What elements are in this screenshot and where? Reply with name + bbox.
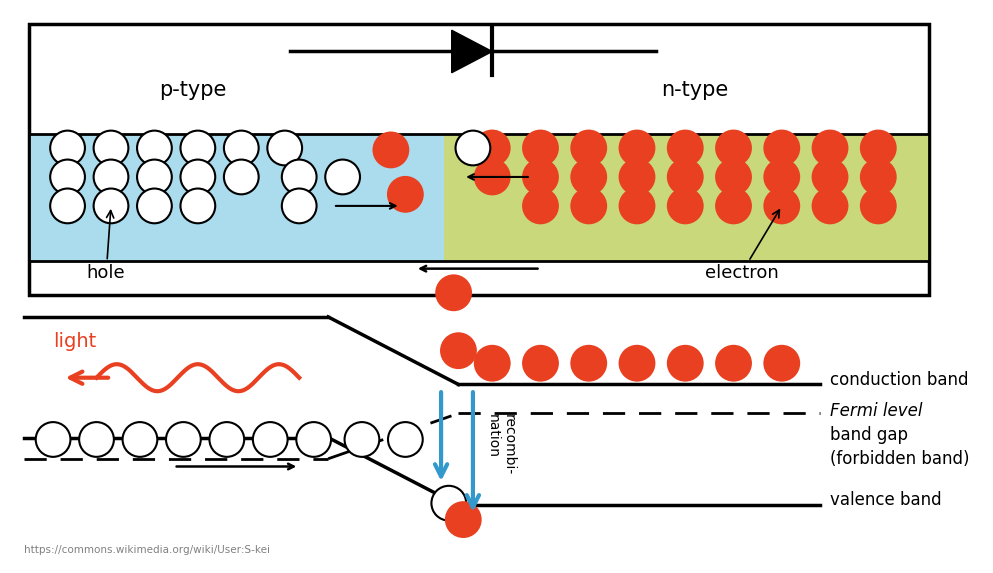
Circle shape: [223, 160, 258, 194]
Text: valence band: valence band: [830, 491, 941, 509]
Bar: [29, 25, 929, 295]
Circle shape: [523, 160, 558, 194]
Circle shape: [571, 189, 606, 223]
Circle shape: [812, 131, 847, 166]
Text: hole: hole: [86, 210, 125, 282]
Circle shape: [388, 422, 423, 457]
Circle shape: [620, 346, 654, 380]
Circle shape: [436, 276, 471, 310]
Circle shape: [475, 160, 509, 194]
Circle shape: [668, 189, 703, 223]
Circle shape: [267, 131, 302, 166]
Circle shape: [373, 132, 408, 167]
Circle shape: [93, 189, 128, 223]
Text: https://commons.wikimedia.org/wiki/User:S-kei: https://commons.wikimedia.org/wiki/User:…: [24, 545, 270, 555]
Circle shape: [181, 131, 215, 166]
Circle shape: [79, 422, 114, 457]
Circle shape: [93, 160, 128, 194]
Circle shape: [51, 160, 85, 194]
Text: electron: electron: [705, 210, 780, 282]
Circle shape: [137, 160, 172, 194]
Circle shape: [181, 160, 215, 194]
Circle shape: [765, 160, 799, 194]
Circle shape: [456, 131, 491, 166]
Circle shape: [812, 160, 847, 194]
Circle shape: [36, 422, 71, 457]
Circle shape: [668, 346, 703, 380]
Circle shape: [861, 160, 896, 194]
Circle shape: [166, 422, 201, 457]
Circle shape: [388, 177, 423, 211]
Circle shape: [716, 189, 751, 223]
Text: p-type: p-type: [159, 80, 226, 100]
Circle shape: [475, 346, 509, 380]
Text: conduction band: conduction band: [830, 371, 968, 388]
Circle shape: [431, 486, 466, 520]
Bar: [29, 134, 444, 261]
Circle shape: [668, 131, 703, 166]
Circle shape: [716, 160, 751, 194]
Circle shape: [446, 502, 481, 537]
Circle shape: [716, 346, 751, 380]
Circle shape: [51, 189, 85, 223]
Circle shape: [861, 189, 896, 223]
Circle shape: [571, 131, 606, 166]
Circle shape: [523, 189, 558, 223]
Circle shape: [223, 131, 258, 166]
Circle shape: [812, 189, 847, 223]
Circle shape: [441, 333, 476, 368]
Circle shape: [93, 131, 128, 166]
Circle shape: [620, 131, 654, 166]
Circle shape: [210, 422, 244, 457]
Circle shape: [137, 131, 172, 166]
Circle shape: [571, 346, 606, 380]
Circle shape: [523, 131, 558, 166]
Circle shape: [51, 131, 85, 166]
Text: Fermi level: Fermi level: [830, 402, 922, 419]
Circle shape: [296, 422, 331, 457]
Circle shape: [668, 160, 703, 194]
Circle shape: [345, 422, 379, 457]
Polygon shape: [452, 30, 493, 73]
Circle shape: [571, 160, 606, 194]
Circle shape: [620, 160, 654, 194]
Text: light: light: [53, 332, 96, 351]
Circle shape: [523, 346, 558, 380]
Circle shape: [122, 422, 157, 457]
Circle shape: [475, 131, 509, 166]
Circle shape: [326, 160, 360, 194]
Circle shape: [253, 422, 288, 457]
Circle shape: [181, 189, 215, 223]
Circle shape: [765, 346, 799, 380]
Text: band gap: band gap: [830, 426, 908, 444]
Bar: [444, 134, 929, 261]
Text: n-type: n-type: [661, 80, 729, 100]
Circle shape: [137, 189, 172, 223]
Circle shape: [765, 189, 799, 223]
Circle shape: [765, 131, 799, 166]
Circle shape: [620, 189, 654, 223]
Circle shape: [282, 189, 317, 223]
Text: (forbidden band): (forbidden band): [830, 450, 969, 468]
Circle shape: [861, 131, 896, 166]
Circle shape: [282, 160, 317, 194]
Text: recombi-
nation: recombi- nation: [486, 414, 515, 476]
Circle shape: [716, 131, 751, 166]
